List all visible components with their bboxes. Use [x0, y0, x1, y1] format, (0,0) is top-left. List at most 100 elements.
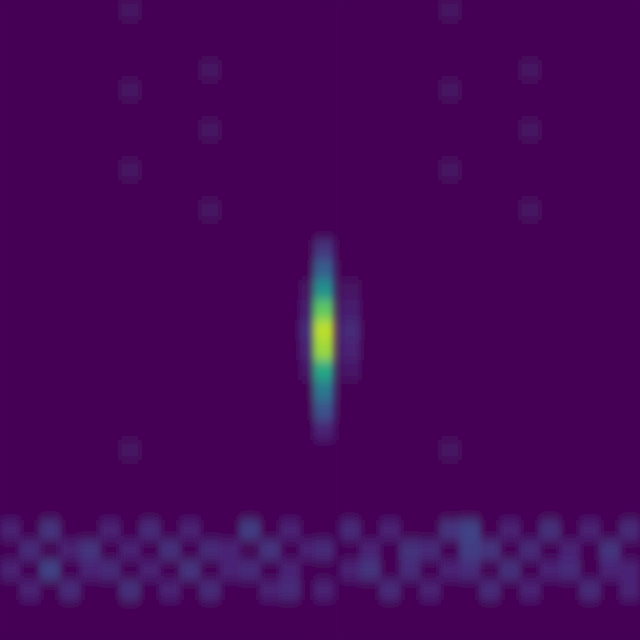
cell: [100, 400, 121, 421]
cell: [120, 120, 141, 141]
cell: [360, 500, 381, 521]
cell: [580, 200, 601, 221]
cell: [280, 20, 301, 41]
cell: [540, 400, 561, 421]
cell: [140, 300, 161, 321]
cell: [160, 120, 181, 141]
cell: [540, 420, 561, 441]
cell: [100, 320, 121, 341]
cell: [500, 560, 521, 581]
cell: [360, 240, 381, 261]
cell: [420, 300, 441, 321]
cell: [340, 520, 361, 541]
cell: [20, 480, 41, 501]
cell: [180, 600, 201, 621]
cell: [620, 260, 640, 281]
cell: [480, 580, 501, 601]
cell: [80, 40, 101, 61]
cell: [220, 540, 241, 561]
cell: [620, 440, 640, 461]
cell: [420, 180, 441, 201]
cell: [240, 60, 261, 81]
cell: [120, 140, 141, 161]
cell: [560, 620, 581, 640]
cell: [340, 340, 361, 361]
cell: [180, 440, 201, 461]
cell: [580, 360, 601, 381]
cell: [500, 440, 521, 461]
cell: [100, 540, 121, 561]
cell: [180, 360, 201, 381]
cell: [200, 120, 221, 141]
cell: [80, 480, 101, 501]
cell: [460, 580, 481, 601]
cell: [380, 480, 401, 501]
cell: [440, 120, 461, 141]
cell: [20, 240, 41, 261]
cell: [480, 140, 501, 161]
cell: [120, 100, 141, 121]
cell: [520, 160, 541, 181]
cell: [180, 180, 201, 201]
cell: [40, 560, 61, 581]
cell: [560, 340, 581, 361]
cell: [580, 440, 601, 461]
cell: [440, 500, 461, 521]
cell: [180, 280, 201, 301]
cell: [200, 560, 221, 581]
cell: [0, 280, 21, 301]
cell: [500, 500, 521, 521]
cell: [220, 600, 241, 621]
cell: [260, 600, 281, 621]
cell: [220, 140, 241, 161]
cell: [360, 560, 381, 581]
cell: [314, 380, 335, 401]
cell: [400, 620, 421, 640]
cell: [580, 460, 601, 481]
cell: [240, 360, 261, 381]
cell: [460, 60, 481, 81]
cell: [540, 380, 561, 401]
cell: [200, 400, 221, 421]
cell: [80, 320, 101, 341]
cell: [620, 160, 640, 181]
cell: [20, 460, 41, 481]
cell: [140, 40, 161, 61]
cell: [40, 300, 61, 321]
cell: [580, 0, 601, 21]
cell: [400, 260, 421, 281]
cell: [120, 380, 141, 401]
cell: [220, 340, 241, 361]
cell: [160, 440, 181, 461]
cell: [380, 340, 401, 361]
cell: [520, 120, 541, 141]
cell: [80, 200, 101, 221]
cell: [200, 180, 221, 201]
cell: [500, 380, 521, 401]
cell: [140, 400, 161, 421]
cell: [360, 600, 381, 621]
cell: [20, 140, 41, 161]
cell: [280, 620, 301, 640]
cell: [280, 40, 301, 61]
cell: [580, 580, 601, 601]
cell: [20, 300, 41, 321]
cell: [120, 580, 141, 601]
cell: [200, 0, 221, 21]
cell: [400, 40, 421, 61]
cell: [360, 440, 381, 461]
cell: [560, 280, 581, 301]
cell: [340, 400, 361, 421]
cell: [60, 540, 81, 561]
cell: [100, 340, 121, 361]
cell: [420, 200, 441, 221]
cell: [420, 340, 441, 361]
cell: [480, 40, 501, 61]
cell: [40, 80, 61, 101]
cell: [314, 420, 335, 441]
cell: [160, 580, 181, 601]
cell: [100, 40, 121, 61]
cell: [220, 40, 241, 61]
cell: [480, 380, 501, 401]
cell: [460, 600, 481, 621]
